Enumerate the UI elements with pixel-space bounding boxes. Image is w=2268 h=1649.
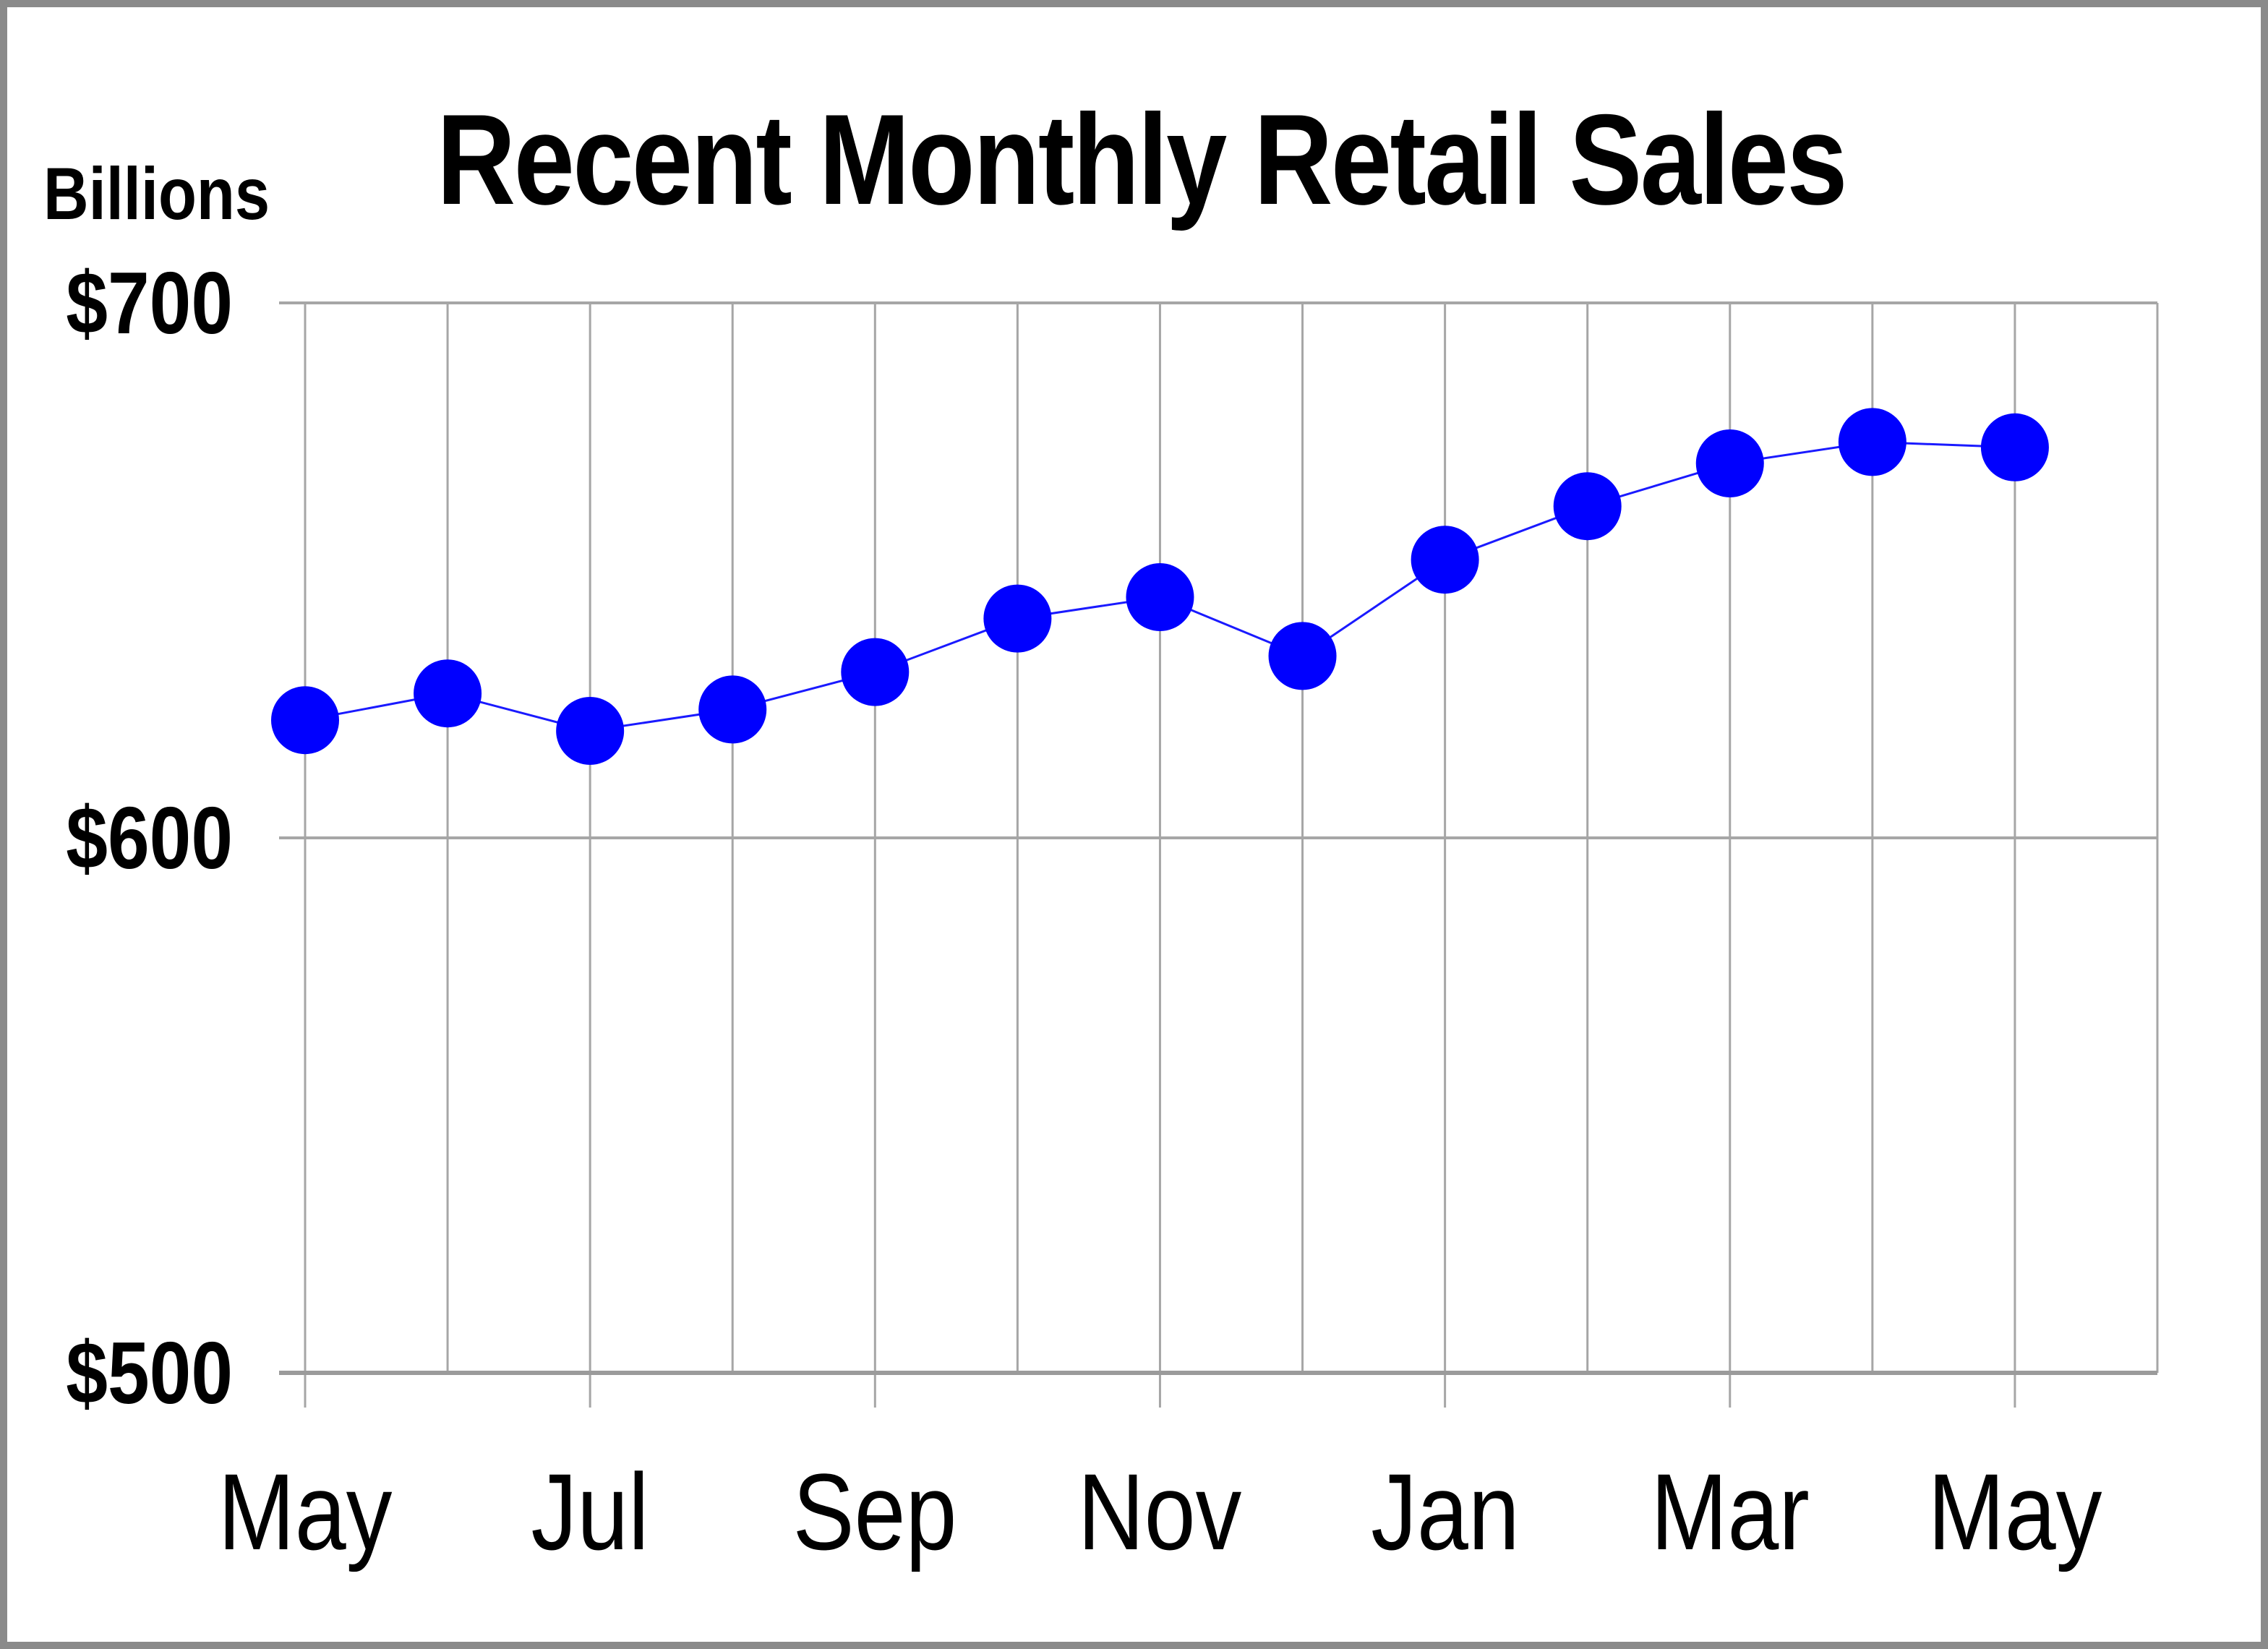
x-tick-label-2-sep: Sep xyxy=(792,1451,957,1572)
data-point-sep-631 xyxy=(841,638,910,706)
data-point-jun-627 xyxy=(414,659,482,728)
data-point-may-673 xyxy=(1980,413,2049,481)
x-tick-label-6-may: May xyxy=(1927,1451,2102,1572)
data-point-dec-634 xyxy=(1268,622,1337,690)
y-tick-label-500: $500 xyxy=(66,1324,233,1422)
y-tick-label-700: $700 xyxy=(66,254,233,352)
data-point-nov-645 xyxy=(1126,563,1194,631)
data-point-apr-674 xyxy=(1838,408,1907,476)
chart-title: Recent Monthly Retail Sales xyxy=(436,87,1848,231)
data-point-aug-624 xyxy=(698,675,767,744)
y-axis-unit-label: Billions xyxy=(43,153,270,235)
data-point-jan-652 xyxy=(1411,526,1479,594)
x-tick-label-0-may: May xyxy=(218,1451,393,1572)
x-tick-label-1-jul: Jul xyxy=(531,1451,649,1572)
x-tick-label-5-mar: Mar xyxy=(1650,1451,1810,1572)
data-point-may-622 xyxy=(271,686,339,755)
y-tick-label-600: $600 xyxy=(66,789,233,887)
data-point-feb-662 xyxy=(1553,472,1622,541)
x-tick-label-4-jan: Jan xyxy=(1370,1451,1520,1572)
retail-sales-line-chart xyxy=(271,301,2159,1408)
data-point-oct-641 xyxy=(983,584,1052,653)
x-tick-label-3-nov: Nov xyxy=(1078,1451,1242,1572)
data-point-jul-620 xyxy=(556,697,625,765)
data-point-mar-670 xyxy=(1695,429,1764,497)
